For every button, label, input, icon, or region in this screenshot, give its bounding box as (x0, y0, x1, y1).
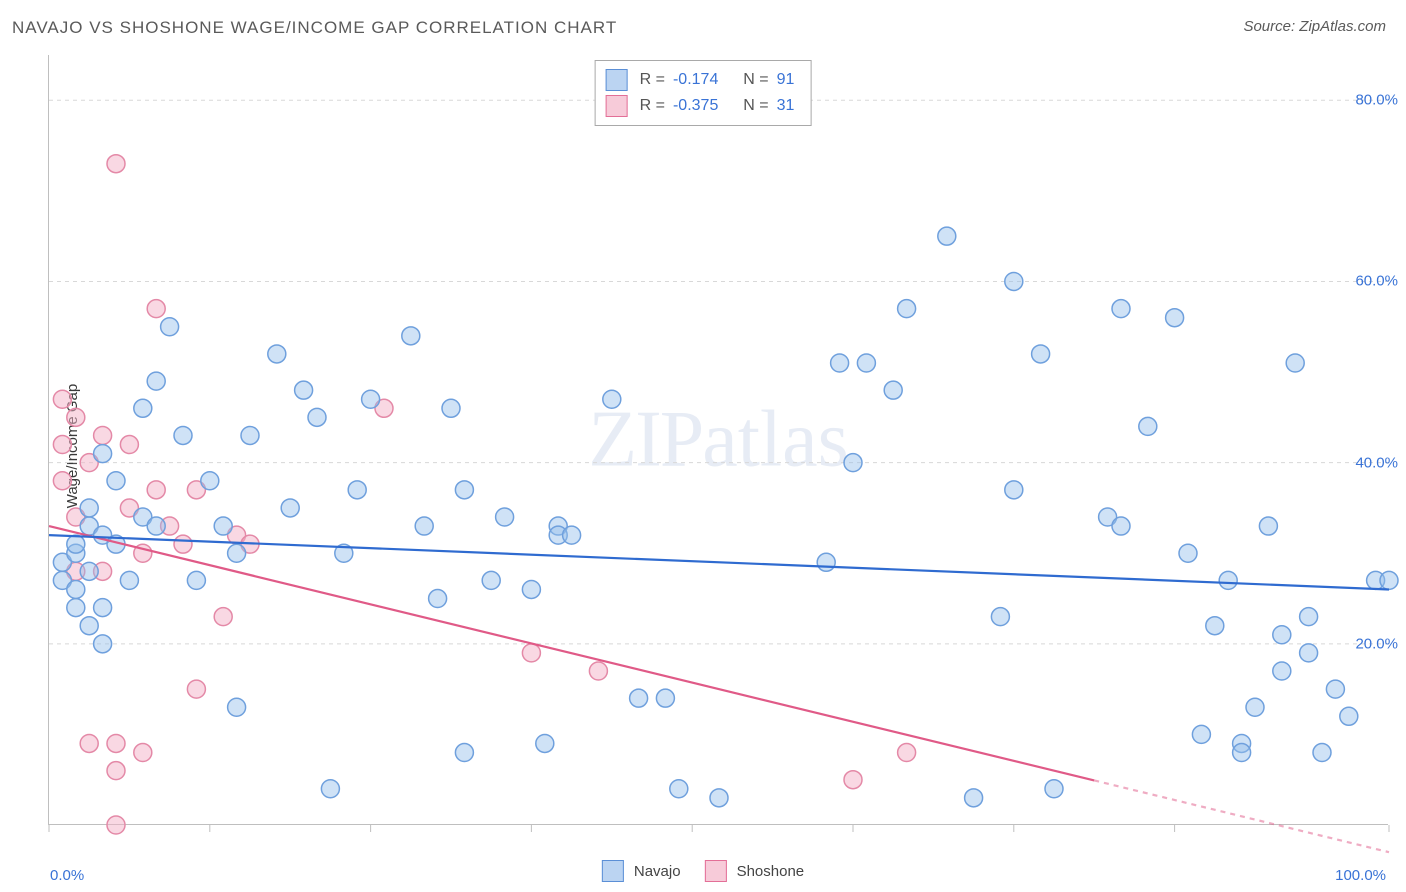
r-value-shoshone: -0.375 (673, 93, 718, 119)
legend-item-navajo: Navajo (602, 860, 681, 882)
n-label: N = (743, 93, 768, 119)
n-label: N = (743, 67, 768, 93)
stats-row-navajo: R = -0.174 N = 91 (606, 67, 795, 93)
swatch-navajo-icon (606, 69, 628, 91)
source-label: Source: ZipAtlas.com (1243, 18, 1386, 35)
chart-title: NAVAJO VS SHOSHONE WAGE/INCOME GAP CORRE… (12, 18, 617, 38)
x-tick-100: 100.0% (1335, 867, 1386, 884)
r-value-navajo: -0.174 (673, 67, 718, 93)
swatch-navajo-icon (602, 860, 624, 882)
chart-svg (49, 55, 1389, 825)
swatch-shoshone-icon (705, 860, 727, 882)
n-value-shoshone: 31 (777, 93, 795, 119)
stats-row-shoshone: R = -0.375 N = 31 (606, 93, 795, 119)
bottom-legend: Navajo Shoshone (602, 860, 804, 882)
y-tick-label: 60.0% (1355, 273, 1398, 290)
legend-label-navajo: Navajo (634, 863, 681, 880)
legend-label-shoshone: Shoshone (737, 863, 805, 880)
y-tick-label: 80.0% (1355, 92, 1398, 109)
y-tick-label: 40.0% (1355, 454, 1398, 471)
stats-legend-box: R = -0.174 N = 91 R = -0.375 N = 31 (595, 60, 812, 126)
chart-plot-area: ZIPatlas (48, 55, 1388, 825)
x-tick-0: 0.0% (50, 867, 84, 884)
y-tick-label: 20.0% (1355, 635, 1398, 652)
swatch-shoshone-icon (606, 95, 628, 117)
r-label: R = (640, 93, 665, 119)
r-label: R = (640, 67, 665, 93)
legend-item-shoshone: Shoshone (705, 860, 805, 882)
n-value-navajo: 91 (777, 67, 795, 93)
